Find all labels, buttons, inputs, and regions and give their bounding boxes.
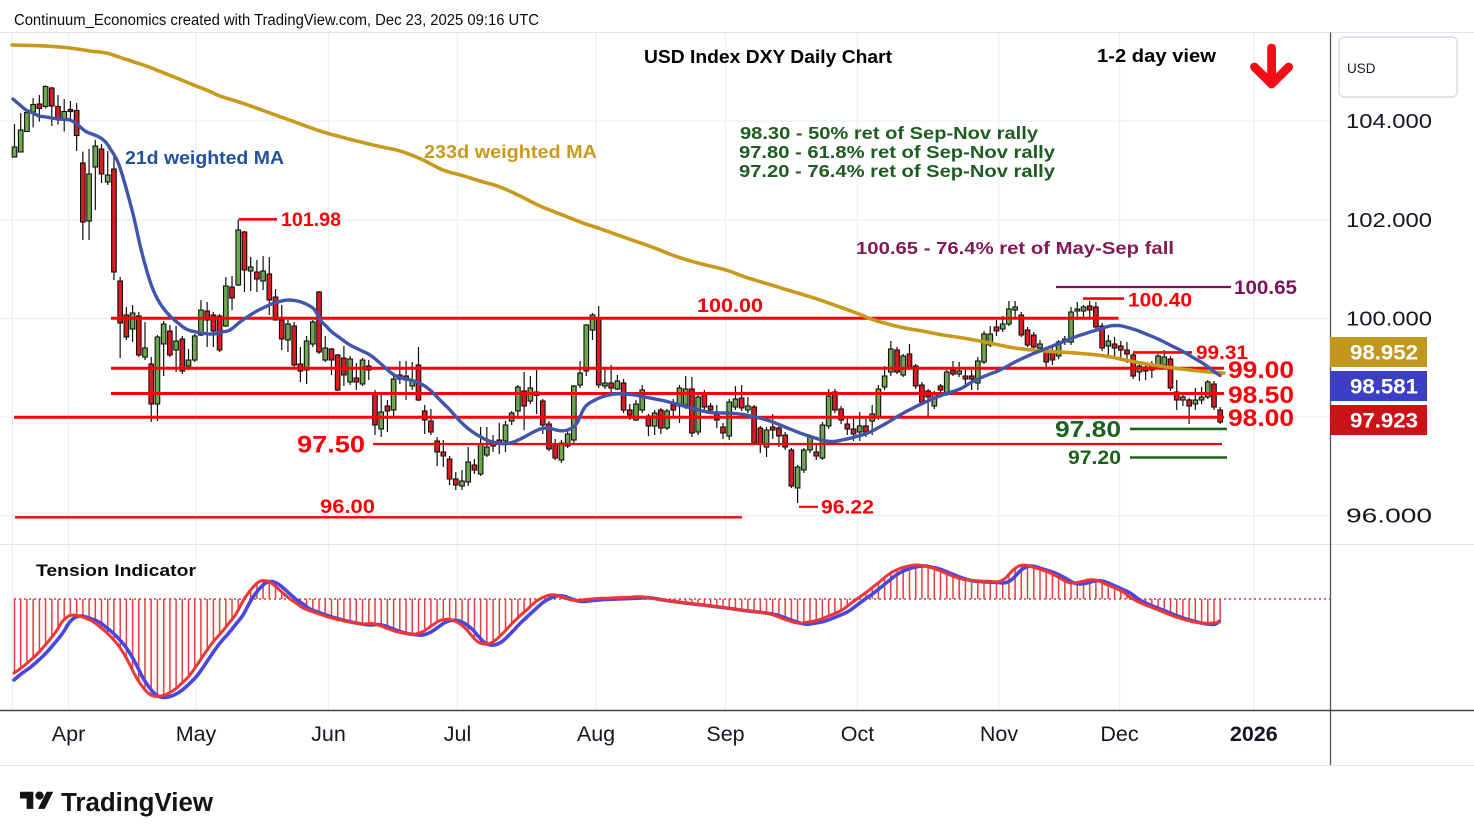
svg-text:97.20 - 76.4% ret of Sep-Nov r: 97.20 - 76.4% ret of Sep-Nov rally [739, 161, 1055, 181]
svg-text:100.00: 100.00 [697, 295, 763, 317]
svg-text:96.000: 96.000 [1346, 505, 1432, 528]
svg-text:98.952: 98.952 [1350, 342, 1418, 365]
svg-text:98.581: 98.581 [1350, 376, 1418, 399]
svg-text:98.30 - 50% ret of Sep-Nov ral: 98.30 - 50% ret of Sep-Nov rally [740, 123, 1038, 143]
svg-text:Jun: Jun [311, 722, 346, 746]
svg-text:104.000: 104.000 [1346, 110, 1432, 133]
svg-text:2026: 2026 [1230, 722, 1278, 746]
svg-text:Apr: Apr [52, 722, 85, 746]
svg-text:USD: USD [1347, 61, 1376, 76]
svg-text:98.00: 98.00 [1228, 405, 1294, 432]
svg-text:97.80: 97.80 [1055, 416, 1121, 442]
svg-text:Sep: Sep [706, 722, 744, 746]
svg-text:99.31: 99.31 [1196, 342, 1248, 364]
svg-text:97.923: 97.923 [1350, 410, 1418, 433]
svg-text:97.50: 97.50 [297, 432, 365, 459]
svg-text:102.000: 102.000 [1346, 209, 1432, 232]
svg-text:100.000: 100.000 [1346, 308, 1432, 331]
svg-text:Tension Indicator: Tension Indicator [36, 561, 196, 580]
svg-text:Aug: Aug [577, 722, 615, 746]
svg-text:May: May [176, 722, 217, 746]
svg-text:100.65: 100.65 [1234, 277, 1297, 299]
svg-text:1-2 day view: 1-2 day view [1097, 45, 1217, 66]
svg-text:100.40: 100.40 [1128, 290, 1192, 312]
svg-text:98.50: 98.50 [1228, 382, 1294, 409]
svg-text:Oct: Oct [841, 722, 874, 746]
svg-text:Continuum_Economics created wi: Continuum_Economics created with Trading… [14, 12, 539, 29]
svg-text:99.00: 99.00 [1228, 357, 1294, 384]
svg-text:TradingView: TradingView [61, 789, 213, 817]
svg-text:100.65 - 76.4% ret of May-Sep: 100.65 - 76.4% ret of May-Sep fall [856, 238, 1174, 258]
svg-text:21d weighted MA: 21d weighted MA [125, 148, 284, 168]
svg-text:USD Index DXY Daily Chart: USD Index DXY Daily Chart [644, 46, 892, 67]
svg-text:Jul: Jul [444, 722, 471, 746]
svg-text:233d weighted MA: 233d weighted MA [424, 142, 597, 162]
svg-text:Dec: Dec [1100, 722, 1138, 746]
svg-text:97.80 - 61.8% ret of Sep-Nov r: 97.80 - 61.8% ret of Sep-Nov rally [739, 142, 1055, 162]
svg-text:96.22: 96.22 [821, 497, 874, 519]
svg-text:101.98: 101.98 [281, 209, 341, 231]
svg-text:96.00: 96.00 [320, 496, 375, 518]
svg-text:97.20: 97.20 [1068, 447, 1121, 469]
svg-text:Nov: Nov [980, 722, 1018, 746]
